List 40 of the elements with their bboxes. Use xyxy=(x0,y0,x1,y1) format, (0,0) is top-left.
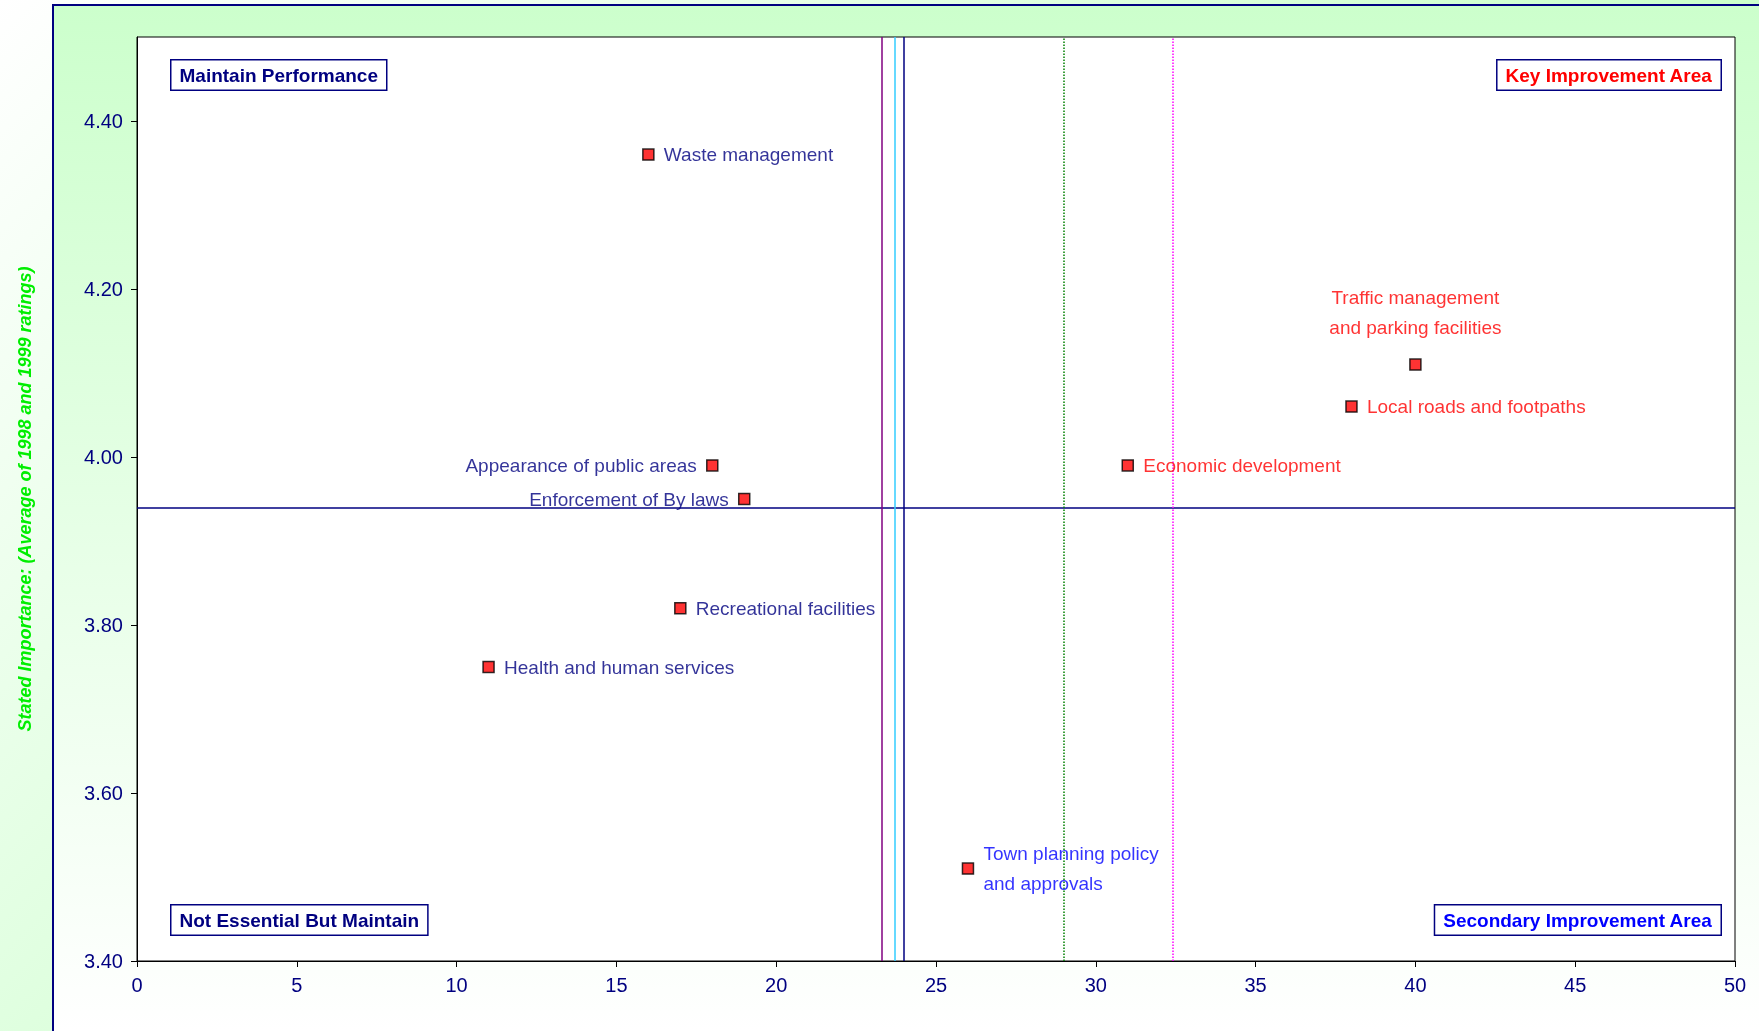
annotation: Key Improvement Area xyxy=(1505,64,1713,86)
point xyxy=(1345,400,1358,413)
point xyxy=(482,660,495,674)
x-tick-label: 35 xyxy=(1244,974,1267,996)
y-tick-label: 4.40 xyxy=(84,110,123,132)
x-tick-label: 50 xyxy=(1723,974,1747,996)
annotation: Traffic management and parking facilities xyxy=(1329,286,1502,338)
annotation: Appearance of public areas xyxy=(465,454,697,476)
point xyxy=(706,459,719,472)
x-tick-label: 45 xyxy=(1564,974,1587,996)
y-tick-label: 3.80 xyxy=(84,614,123,636)
x-tick-label: 25 xyxy=(924,974,948,996)
annotation: Maintain Performance xyxy=(179,64,378,86)
x-tick-label: 10 xyxy=(445,974,468,996)
x-tick-label: 20 xyxy=(765,974,788,996)
point xyxy=(1409,358,1422,371)
annotation: Enforcement of By laws xyxy=(529,488,729,510)
x-tick-label: 30 xyxy=(1084,974,1107,996)
point xyxy=(674,601,687,615)
annotation: Waste management xyxy=(663,144,834,166)
y-tick-label: 4.00 xyxy=(84,446,123,468)
annotation: Economic development xyxy=(1143,454,1342,476)
point xyxy=(961,862,975,875)
point xyxy=(737,492,751,506)
x-tick-label: 40 xyxy=(1404,974,1427,996)
point xyxy=(642,148,655,161)
x-tick-label: 5 xyxy=(291,974,303,996)
y-tick-label: 3.60 xyxy=(84,782,123,804)
annotation: Not Essential But Maintain xyxy=(179,909,420,931)
x-tick-label: 15 xyxy=(605,974,628,996)
annotation: Recreational facilities xyxy=(695,597,876,619)
annotation: Local roads and footpaths xyxy=(1366,396,1586,418)
annotation: Town planning policy and approvals xyxy=(983,843,1160,895)
annotation: Health and human services xyxy=(504,656,735,678)
y-axis-title: Stated Importance: (Average of 1998 and 1999 ratings) xyxy=(15,266,35,732)
point xyxy=(1121,459,1135,472)
annotation: Secondary Improvement Area xyxy=(1443,909,1713,931)
y-tick-label: 3.40 xyxy=(84,950,123,972)
x-tick-label: 0 xyxy=(131,974,143,996)
y-tick-label: 4.20 xyxy=(84,278,123,300)
